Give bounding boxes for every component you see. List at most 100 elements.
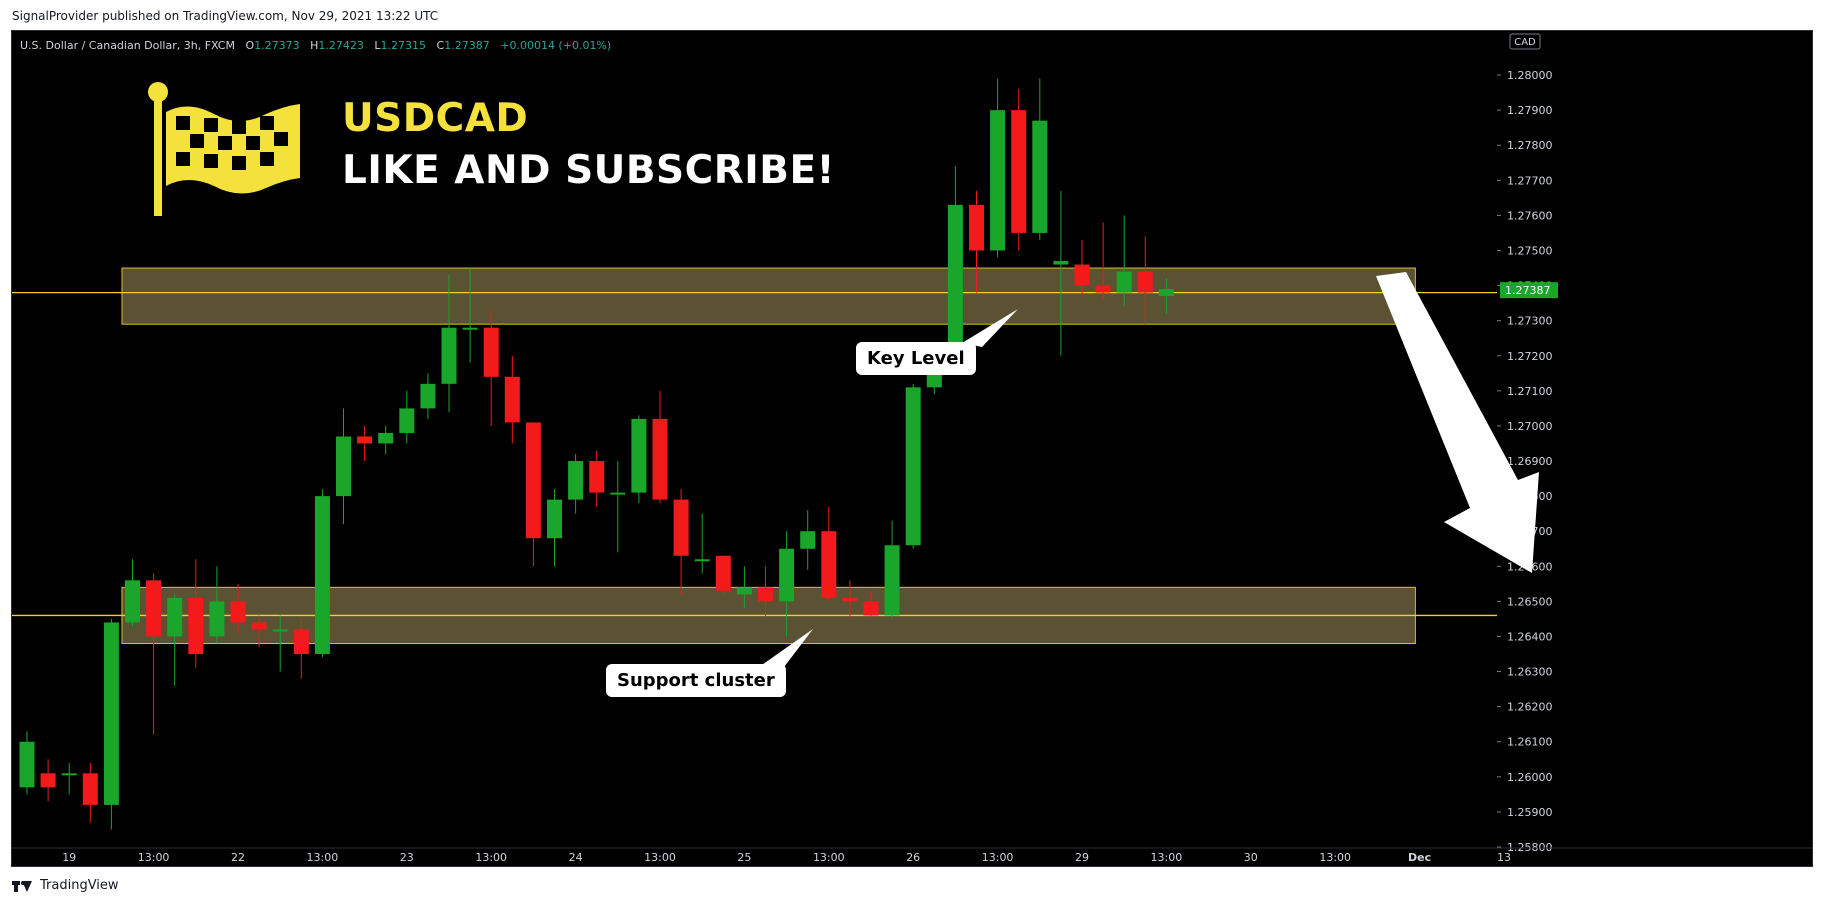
- candle-body: [715, 555, 731, 591]
- candle-body: [673, 499, 689, 556]
- candle-body: [483, 327, 499, 377]
- chart-frame[interactable]: 1.28000 1.27900 1.27800 1.27700 1.27600 1.275…: [11, 30, 1813, 867]
- x-tick-label: 13:00: [475, 851, 507, 864]
- x-tick-label: 29: [1075, 851, 1089, 864]
- y-tick-label: 1.27300: [1507, 315, 1553, 328]
- candle-body: [758, 587, 773, 602]
- y-tick-label: 1.25900: [1507, 806, 1553, 819]
- candle-body: [842, 597, 858, 602]
- x-tick-label: 13:00: [307, 851, 339, 864]
- candle-body: [821, 531, 837, 598]
- x-tick-label: Dec: [1408, 851, 1431, 864]
- published-header: SignalProvider published on TradingView.…: [12, 9, 439, 23]
- candle-body: [293, 629, 309, 655]
- candle-body: [230, 601, 246, 623]
- y-tick-label: 1.27900: [1507, 104, 1553, 117]
- candle-body: [905, 387, 921, 546]
- candle-body: [610, 492, 626, 495]
- candle-body: [1011, 110, 1027, 233]
- candle-body: [1053, 261, 1069, 265]
- candle-body: [504, 376, 520, 423]
- candle-body: [947, 204, 963, 349]
- callout-pointer-key-level: [962, 309, 1018, 347]
- candle-body: [589, 461, 605, 493]
- candle-body: [19, 741, 35, 788]
- x-tick-label: 30: [1244, 851, 1258, 864]
- zone-0: [121, 267, 1416, 325]
- candle-body: [462, 327, 478, 330]
- y-tick-label: 1.28000: [1507, 69, 1553, 82]
- candle-body: [568, 461, 584, 500]
- candle-body: [103, 622, 119, 805]
- candle-body: [441, 327, 457, 384]
- candle-body: [420, 383, 436, 409]
- y-tick-label: 1.27800: [1507, 139, 1553, 152]
- x-tick-label: 24: [569, 851, 583, 864]
- candle-body: [399, 408, 415, 433]
- symbol-info-bar: U.S. Dollar / Canadian Dollar, 3h, FXCM …: [20, 39, 611, 52]
- y-tick-label: 1.26200: [1507, 701, 1553, 714]
- close-label: C: [436, 39, 445, 52]
- change-value: +0.00014 (+0.01%): [500, 39, 612, 52]
- last-price-badge: [1500, 282, 1558, 299]
- high-value: 1.27423: [318, 39, 364, 52]
- price-axis-bg: [1497, 31, 1812, 866]
- open-value: 1.27373: [254, 39, 300, 52]
- low-label: L: [374, 39, 381, 52]
- down-arrow-icon: [1376, 272, 1539, 573]
- candle-body: [800, 531, 816, 549]
- candle-body: [146, 580, 162, 637]
- candle-body: [314, 496, 330, 655]
- candle-body: [1158, 289, 1174, 297]
- y-tick-label: 1.27600: [1507, 209, 1553, 222]
- candle-body: [188, 597, 204, 655]
- y-tick-label: 1.26400: [1507, 630, 1553, 643]
- candle-body: [357, 436, 373, 444]
- checkered-flag-icon: [148, 82, 300, 216]
- y-tick-label: 1.27000: [1507, 420, 1553, 433]
- key-level-label: Key Level: [856, 342, 976, 375]
- candle-body: [884, 545, 900, 616]
- x-tick-label: 26: [906, 851, 920, 864]
- footer: TradingView: [12, 878, 119, 893]
- tradingview-logo-icon[interactable]: [12, 879, 34, 893]
- x-tick-label: 19: [62, 851, 76, 864]
- candle-body: [631, 418, 647, 493]
- candlestick-chart[interactable]: 1.28000 1.27900 1.27800 1.27700 1.27600 1.275…: [12, 31, 1812, 866]
- x-tick-label: 13:00: [1151, 851, 1183, 864]
- footer-brand[interactable]: TradingView: [40, 878, 119, 893]
- y-tick-label: 1.26000: [1507, 771, 1553, 784]
- candle-body: [40, 773, 56, 788]
- y-tick-label: 1.27700: [1507, 174, 1553, 187]
- last-price-label: 1.27387: [1505, 284, 1551, 297]
- open-label: O: [245, 39, 255, 52]
- candle-body: [82, 773, 98, 805]
- candle-body: [1116, 271, 1132, 293]
- candle-body: [125, 580, 140, 623]
- overlay-title: USDCAD: [342, 96, 529, 141]
- candle-body: [336, 436, 351, 497]
- candle-body: [652, 418, 668, 500]
- x-tick-label: 23: [400, 851, 414, 864]
- candle-body: [694, 559, 710, 562]
- candle-body: [1074, 264, 1090, 286]
- candle-body: [378, 432, 394, 444]
- x-tick-label: 13:00: [982, 851, 1014, 864]
- support-cluster-label: Support cluster: [606, 664, 786, 697]
- candle-body: [990, 110, 1006, 251]
- y-tick-label: 1.26100: [1507, 736, 1553, 749]
- candle-body: [167, 597, 183, 637]
- x-tick-label: 13:00: [138, 851, 170, 864]
- candle-body: [1137, 271, 1153, 293]
- candle-body: [209, 601, 225, 637]
- callout-pointer-support: [759, 629, 813, 671]
- x-tick-label: 25: [737, 851, 751, 864]
- x-tick-label: 22: [231, 851, 245, 864]
- x-tick-label: 13: [1497, 851, 1511, 864]
- symbol-name[interactable]: U.S. Dollar / Canadian Dollar, 3h, FXCM: [20, 39, 235, 52]
- x-tick-label: 13:00: [1319, 851, 1351, 864]
- candle-body: [251, 622, 267, 630]
- candle-body: [525, 422, 541, 539]
- candle-body: [547, 499, 562, 539]
- low-value: 1.27315: [380, 39, 427, 52]
